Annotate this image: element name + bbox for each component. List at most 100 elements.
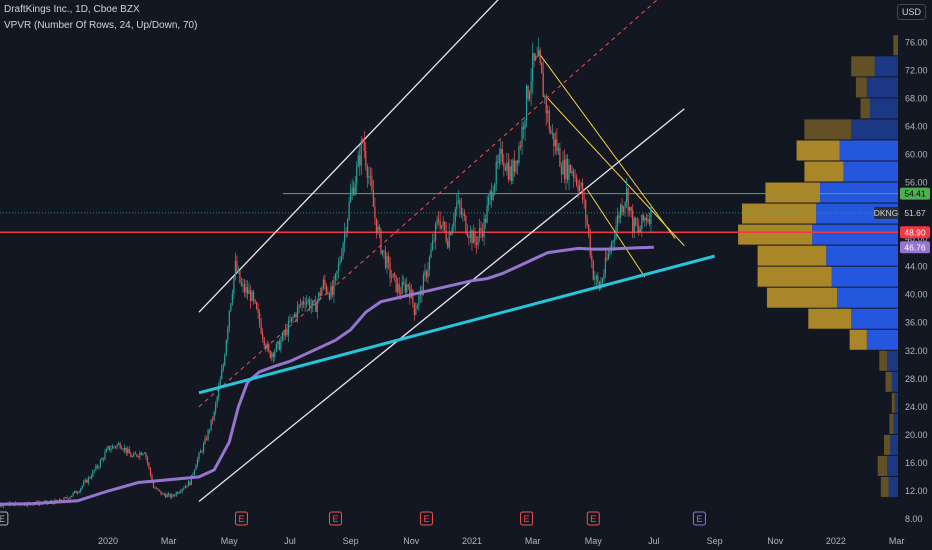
- candle-body: [360, 140, 362, 166]
- candle-body: [213, 411, 215, 421]
- candle-body: [221, 369, 223, 380]
- candle-body: [495, 162, 497, 185]
- candle-body: [330, 285, 332, 299]
- candle-body: [541, 62, 543, 74]
- candle-body: [580, 182, 582, 186]
- candle-body: [104, 452, 106, 459]
- candle-body: [134, 453, 136, 455]
- candle-body: [234, 260, 236, 277]
- currency-button[interactable]: USD: [896, 4, 926, 20]
- candle-body: [516, 160, 519, 164]
- candle-body: [436, 219, 438, 224]
- price-label: 51.67: [904, 208, 926, 218]
- candle-body: [416, 304, 418, 310]
- candle-body: [498, 154, 500, 163]
- y-tick-label: 60.00: [905, 149, 928, 159]
- volume-profile-down-bar: [849, 329, 867, 350]
- candle-body: [315, 301, 317, 312]
- candle-body: [113, 446, 115, 447]
- candle-body: [347, 219, 349, 233]
- candle-body: [519, 145, 522, 147]
- candle-body: [525, 85, 528, 120]
- x-tick-label: 2022: [826, 536, 846, 546]
- candle-body: [339, 260, 341, 264]
- candle-body: [175, 492, 177, 496]
- y-tick-label: 28.00: [905, 374, 928, 384]
- volume-profile-down-bar: [883, 434, 891, 455]
- candle-body: [275, 343, 277, 352]
- candle-body: [404, 283, 406, 293]
- candle-body: [513, 160, 516, 172]
- candle-body: [202, 443, 205, 452]
- y-tick-label: 24.00: [905, 402, 928, 412]
- candle-body: [84, 479, 86, 482]
- candle-body: [621, 205, 623, 213]
- candle-body: [427, 269, 429, 278]
- candle-body: [204, 438, 206, 444]
- candle-body: [183, 488, 185, 490]
- candle-body: [263, 338, 265, 346]
- candle-body: [403, 282, 405, 284]
- candle-body: [161, 493, 164, 495]
- volume-profile-up-bar: [869, 98, 898, 119]
- y-tick-label: 68.00: [905, 93, 928, 103]
- channel-mid-line: [198, 0, 658, 408]
- y-tick-label: 76.00: [905, 37, 928, 47]
- candle-body: [307, 299, 309, 302]
- candle-body: [442, 221, 444, 225]
- candle-body: [237, 270, 240, 272]
- chart-title: DraftKings Inc., 1D, Cboe BZX: [4, 4, 140, 15]
- x-tick-label: Nov: [767, 536, 784, 546]
- candle-body: [340, 256, 343, 261]
- candle-body: [387, 255, 390, 262]
- candle-body: [497, 162, 499, 163]
- candle-body: [437, 219, 440, 221]
- candle-body: [286, 329, 288, 336]
- y-tick-label: 16.00: [905, 458, 928, 468]
- earnings-marker: [586, 511, 600, 526]
- candle-body: [122, 449, 124, 451]
- candle-body: [316, 300, 318, 312]
- candle-body: [140, 452, 142, 455]
- x-tick-label: May: [221, 536, 239, 546]
- candle-body: [130, 453, 132, 457]
- candle-body: [363, 141, 365, 151]
- candle-body: [641, 214, 643, 230]
- candle-body: [296, 306, 299, 318]
- candle-body: [431, 240, 434, 250]
- earnings-marker: [234, 511, 248, 526]
- candle-body: [589, 234, 591, 256]
- volume-profile-down-bar: [804, 161, 844, 182]
- candle-body: [477, 236, 479, 245]
- candle-body: [124, 447, 126, 451]
- volume-profile-up-bar: [891, 371, 898, 392]
- candle-body: [407, 284, 409, 287]
- candle-body: [205, 438, 208, 440]
- trend-support-line: [198, 254, 715, 395]
- candle-body: [583, 199, 585, 201]
- candle-body: [81, 485, 83, 489]
- candle-body: [535, 56, 537, 61]
- candle-body: [595, 275, 597, 279]
- candle-body: [71, 495, 73, 497]
- candle-body: [394, 273, 396, 276]
- candle-body: [354, 183, 356, 195]
- candle-body: [128, 448, 130, 454]
- candle-body: [488, 197, 490, 205]
- candle-body: [582, 182, 584, 200]
- candle-body: [618, 215, 620, 218]
- y-tick-label: 64.00: [905, 121, 928, 131]
- candle-body: [384, 251, 387, 268]
- candle-body: [418, 295, 420, 305]
- candle-body: [645, 217, 647, 221]
- candle-body: [491, 191, 493, 200]
- candle-body: [648, 219, 650, 225]
- candle-body: [551, 132, 553, 134]
- volume-profile-down-bar: [879, 350, 888, 371]
- candle-body: [266, 343, 268, 349]
- candle-body: [623, 207, 625, 213]
- y-tick-label: 40.00: [905, 290, 928, 300]
- candle-body: [542, 73, 544, 98]
- candle-body: [565, 158, 567, 180]
